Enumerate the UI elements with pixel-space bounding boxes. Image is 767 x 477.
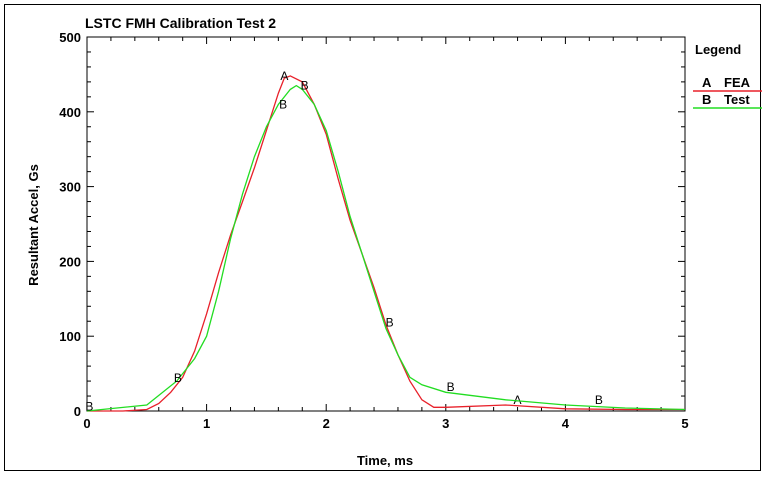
y-tick-label: 300 (59, 180, 81, 195)
y-tick-label: 0 (74, 404, 81, 419)
y-axis-label: Resultant Accel, Gs (26, 164, 41, 286)
plot-border (86, 36, 686, 412)
x-tick-label: 1 (203, 416, 210, 431)
chart-title: LSTC FMH Calibration Test 2 (85, 15, 276, 31)
legend-letter-b: B (702, 92, 711, 107)
y-tick-label: 200 (59, 254, 81, 269)
chart-frame: LSTC FMH Calibration Test 2 0 1 2 3 4 5 0 100 20… (4, 4, 762, 471)
x-tick-label: 3 (442, 416, 449, 431)
series-marker-b: B (447, 380, 455, 394)
y-tick-label: 400 (59, 105, 81, 120)
x-axis-label: Time, ms (357, 453, 413, 468)
legend-title: Legend (695, 42, 741, 57)
series-line-fea (87, 75, 685, 412)
resultant-accel-chart: LSTC FMH Calibration Test 2 0 1 2 3 4 5 0 100 20… (26, 15, 762, 468)
legend-letter-a: A (702, 75, 712, 90)
series-marker-b: B (174, 371, 182, 385)
x-tick-label: 4 (562, 416, 570, 431)
series-marker-b: B (301, 79, 309, 93)
x-tick-label: 0 (83, 416, 90, 431)
x-tick-label: 2 (323, 416, 330, 431)
y-tick-label: 100 (59, 329, 81, 344)
series-marker-b: B (595, 393, 603, 407)
legend-label-fea: FEA (724, 75, 751, 90)
series-line-test (86, 84, 686, 412)
x-tick-label: 5 (681, 416, 688, 431)
series-marker-a: A (514, 393, 522, 407)
series-marker-b: B (279, 97, 287, 111)
legend: A FEA B Test (693, 75, 762, 109)
series-marker-a: A (280, 69, 288, 83)
series-marker-b: B (386, 316, 394, 330)
series-marker-b: B (85, 400, 93, 414)
y-tick-label: 500 (59, 30, 81, 45)
legend-label-test: Test (724, 92, 750, 107)
